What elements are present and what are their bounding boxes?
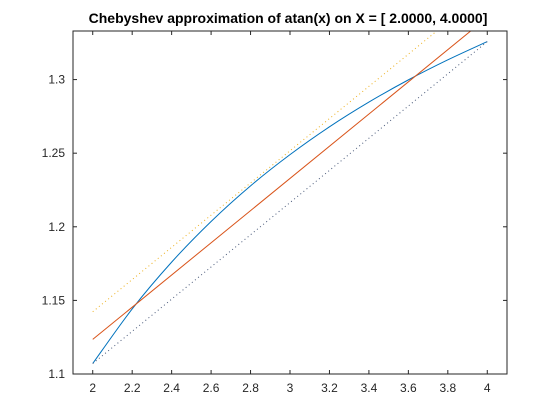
plot-box (73, 31, 507, 374)
x-tick-label: 2.2 (124, 381, 141, 395)
x-tick-label: 2.4 (163, 381, 180, 395)
x-tick-label: 2.8 (242, 381, 259, 395)
y-tick-label: 1.2 (48, 220, 65, 234)
series-line-3 (93, 0, 488, 312)
series-line-4 (93, 42, 488, 364)
x-tick-label: 3.6 (400, 381, 417, 395)
y-tick-label: 1.15 (42, 293, 66, 307)
tick-layer: 2 2.2 2.4 2.6 2.8 3 3.2 3.4 3.6 3.8 4 1.1 1.15 1.2 1.2… (42, 31, 507, 395)
series-layer (93, 0, 488, 364)
x-tick-label: 4 (484, 381, 491, 395)
x-tick-label: 3 (287, 381, 294, 395)
y-tick-label: 1.3 (48, 73, 65, 87)
x-tick-label: 2.6 (203, 381, 220, 395)
x-tick-label: 3.8 (439, 381, 456, 395)
chart-title: Chebyshev approximation of atan(x) on X … (89, 10, 488, 26)
y-tick-label: 1.1 (48, 367, 65, 381)
x-tick-label: 3.4 (361, 381, 378, 395)
series-line-2 (93, 17, 488, 339)
x-tick-label: 2 (89, 381, 96, 395)
y-tick-label: 1.25 (42, 146, 66, 160)
x-tick-label: 3.2 (321, 381, 338, 395)
